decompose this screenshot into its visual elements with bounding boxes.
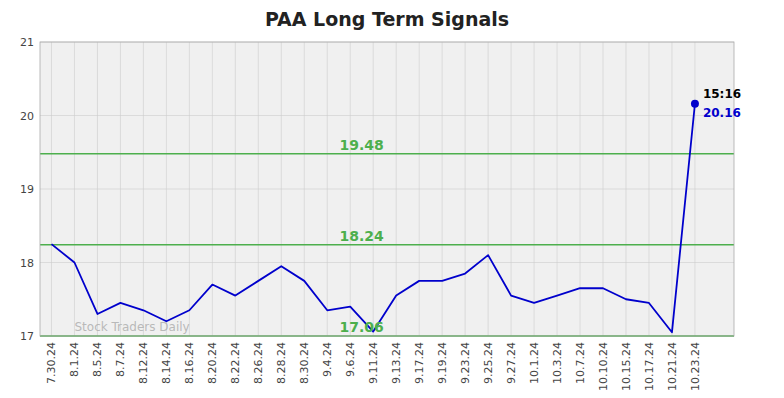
- plot-area: [40, 42, 734, 336]
- x-grid-line: [212, 42, 213, 336]
- x-grid-line: [419, 42, 420, 336]
- watermark: Stock Traders Daily: [74, 320, 189, 334]
- x-grid-line: [557, 42, 558, 336]
- x-tick-label: 9.11.24: [367, 342, 380, 384]
- price-annotation: 20.16: [703, 106, 741, 120]
- x-grid-line: [281, 42, 282, 336]
- x-tick-label: 9.23.24: [459, 342, 472, 384]
- y-grid-line: [40, 262, 734, 263]
- x-grid-line: [51, 42, 52, 336]
- x-tick-label: 8.7.24: [114, 342, 127, 377]
- series: [51, 100, 698, 333]
- title: PAA Long Term Signals: [265, 8, 509, 30]
- x-grid-line: [580, 42, 581, 336]
- x-grid-line: [350, 42, 351, 336]
- x-tick-label: 10.23.24: [689, 342, 702, 391]
- x-grid-line: [143, 42, 144, 336]
- x-tick-label: 9.6.24: [344, 342, 357, 377]
- line: [51, 104, 694, 333]
- x-tick-label: 8.12.24: [137, 342, 150, 384]
- x-tick-label: 8.16.24: [183, 342, 196, 384]
- x-tick-label: 9.13.24: [390, 342, 403, 384]
- chart: PAA Long Term Signals 17 18 19 20 21 7.30.24 8.…: [0, 0, 784, 398]
- x-grid-line: [625, 42, 626, 336]
- y-tick-label: 20: [20, 110, 34, 123]
- x-grid-line: [694, 42, 695, 336]
- x-grid-line: [120, 42, 121, 336]
- x-tick-label: 8.22.24: [229, 342, 242, 384]
- x-tick-label: 10.7.24: [574, 342, 587, 384]
- x-tick-label: 8.14.24: [160, 342, 173, 384]
- x-tick-label: 9.25.24: [482, 342, 495, 384]
- x-tick-label: 9.27.24: [505, 342, 518, 384]
- x-tick-label: 9.4.24: [321, 342, 334, 377]
- y-grid-line: [40, 189, 734, 190]
- x-tick-label: 10.1.24: [528, 342, 541, 384]
- x-tick-label: 8.20.24: [206, 342, 219, 384]
- x-grid-line: [166, 42, 167, 336]
- x-grid-line: [396, 42, 397, 336]
- reference-label: 19.48: [340, 137, 384, 153]
- x-tick-label: 8.1.24: [68, 342, 81, 377]
- x-tick-label: 8.30.24: [298, 342, 311, 384]
- time-annotation: 15:16: [703, 87, 741, 101]
- reference-line: [40, 244, 734, 246]
- x-tick-label: 10.17.24: [643, 342, 656, 391]
- x-grid-line: [235, 42, 236, 336]
- y-tick-label: 18: [20, 257, 34, 270]
- x-tick-label: 9.19.24: [436, 342, 449, 384]
- y-grid-line: [40, 115, 734, 116]
- y-tick-label: 17: [20, 330, 34, 343]
- grid: [40, 42, 734, 336]
- x-grid-line: [511, 42, 512, 336]
- x-grid-line: [603, 42, 604, 336]
- x-grid-line: [534, 42, 535, 336]
- x-grid-line: [648, 42, 649, 336]
- reference-label: 18.24: [340, 228, 385, 244]
- x-tick-label: 10.15.24: [620, 342, 633, 391]
- x-tick-label: 9.17.24: [413, 342, 426, 384]
- reference-label: 17.06: [340, 319, 384, 335]
- x-grid-line: [97, 42, 98, 336]
- x-tick-label: 10.21.24: [666, 342, 679, 391]
- x-grid-line: [189, 42, 190, 336]
- x-grid-line: [373, 42, 374, 336]
- x-tick-label: 10.10.24: [597, 342, 610, 391]
- x-tick-label: 8.26.24: [252, 342, 265, 384]
- plot-frame: [40, 42, 734, 336]
- x-tick-label: 8.28.24: [275, 342, 288, 384]
- x-grid-line: [465, 42, 466, 336]
- x-grid-line: [488, 42, 489, 336]
- x-grid-line: [74, 42, 75, 336]
- x-grid-line: [327, 42, 328, 336]
- last-point: [691, 100, 699, 108]
- x-tick-label: 7.30.24: [45, 342, 58, 384]
- x-tick-label: 10.3.24: [551, 342, 564, 384]
- x-grid-line: [258, 42, 259, 336]
- x-grid-line: [671, 42, 672, 336]
- x-grid-line: [304, 42, 305, 336]
- x-grid-line: [442, 42, 443, 336]
- reference-line: [40, 153, 734, 155]
- y-tick-label: 19: [20, 183, 34, 196]
- y-tick-label: 21: [20, 36, 34, 49]
- x-tick-label: 8.5.24: [91, 342, 104, 377]
